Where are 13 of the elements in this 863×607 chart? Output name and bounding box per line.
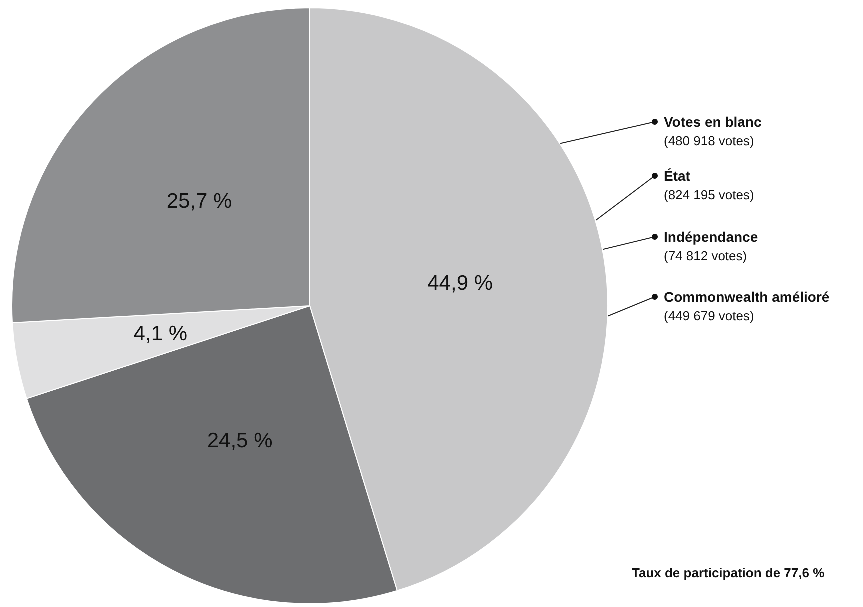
- text: (74 812 votes): [664, 248, 748, 264]
- slice-label: Indépendance: [664, 229, 758, 245]
- slice-label: Votes en blanc: [664, 114, 762, 130]
- data-label: 25,7 %: [166, 190, 232, 214]
- text: (824 195 votes): [664, 188, 754, 202]
- data-label: 4,1 %: [134, 322, 188, 346]
- text: Taux de participation de 77,6 %: [632, 566, 826, 580]
- data-label: 44,9 %: [428, 272, 494, 295]
- text: (480 918 votes): [664, 134, 754, 148]
- text: (449 679 votes): [664, 308, 754, 324]
- data-label: 24,5 %: [207, 429, 273, 452]
- slice-label: Commonwealth amélioré: [664, 289, 830, 305]
- slice-label: État: [664, 168, 691, 184]
